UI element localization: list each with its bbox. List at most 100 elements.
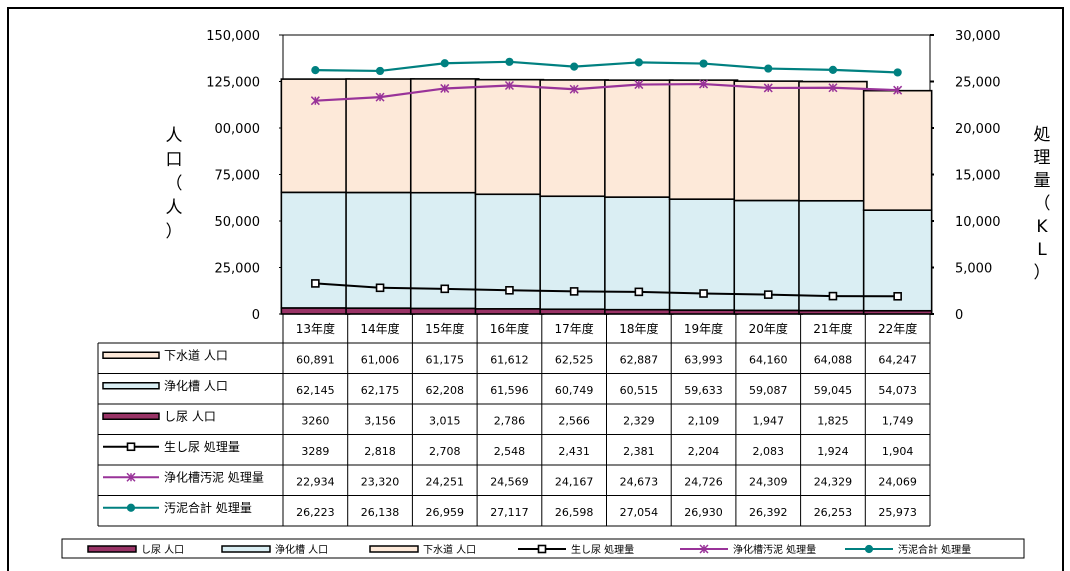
- line-marker: [311, 66, 320, 75]
- left-axis-tick-label: 125,000: [206, 76, 260, 91]
- table-cell-value: 61,596: [490, 384, 529, 397]
- legend-label: 汚泥合計 処理量: [898, 543, 971, 556]
- bar-segment: [409, 78, 480, 194]
- table-cell-value: 26,392: [749, 506, 788, 519]
- bar-segment: [539, 79, 609, 198]
- table-cell-value: 62,887: [620, 353, 659, 366]
- table-cell-value: 23,320: [361, 475, 400, 488]
- table-cell-value: 64,088: [814, 353, 853, 366]
- right-axis-label-char: 理: [1034, 148, 1051, 168]
- table-cell-value: 59,087: [749, 384, 788, 397]
- line-marker: [699, 59, 708, 68]
- table-cell-value: 2,566: [558, 414, 590, 427]
- bar-segment: [280, 78, 351, 194]
- table-cell-value: 61,006: [361, 353, 400, 366]
- table-cell-value: 26,138: [361, 506, 400, 519]
- right-axis-label-char: 処: [1034, 125, 1051, 145]
- left-axis-tick-label: 0: [252, 308, 260, 323]
- bar-segment: [798, 80, 868, 202]
- table-cell-value: 63,993: [684, 353, 723, 366]
- table-cell-value: 2,381: [623, 445, 655, 458]
- table-cell-value: 2,708: [429, 445, 461, 458]
- table-cell-value: 2,329: [623, 414, 655, 427]
- right-axis-tick-label: 30,000: [955, 29, 1001, 44]
- table-cell-value: 62,208: [426, 384, 465, 397]
- right-axis-tick-label: 0: [955, 308, 963, 323]
- table-cell-value: 1,904: [882, 445, 914, 458]
- table-cell-value: 26,598: [555, 506, 594, 519]
- category-label: 17年度: [555, 321, 594, 336]
- table-cell-value: 2,818: [364, 445, 396, 458]
- category-label: 15年度: [425, 321, 464, 336]
- line-marker: [828, 83, 838, 93]
- table-cell-value: 60,891: [296, 353, 335, 366]
- category-label: 13年度: [296, 321, 335, 336]
- line-marker: [504, 80, 514, 91]
- legend-key-swatch: [102, 412, 160, 420]
- line-marker: [311, 279, 320, 288]
- line-marker: [375, 66, 385, 76]
- series-line: [315, 60, 898, 74]
- table-row-label: 汚泥合計 処理量: [164, 500, 252, 515]
- line-marker: [440, 83, 450, 93]
- legend-label: 下水道 人口: [423, 543, 476, 556]
- table-row-label: 下水道 人口: [164, 348, 228, 362]
- line-marker: [699, 289, 708, 298]
- series-line: [315, 282, 898, 298]
- category-label: 18年度: [619, 321, 658, 336]
- table-cell-value: 2,786: [494, 414, 526, 427]
- category-label: 22年度: [878, 321, 917, 336]
- table-cell-value: 24,726: [684, 475, 723, 488]
- legend-label: 生し尿 処理量: [571, 543, 634, 556]
- left-axis-tick-label: 150,000: [206, 29, 260, 44]
- table-cell-value: 62,145: [296, 384, 335, 397]
- line-marker: [828, 291, 838, 301]
- table-cell-value: 3,156: [364, 414, 396, 427]
- table-cell-value: 2,204: [688, 445, 720, 458]
- bar-segment: [280, 191, 351, 309]
- bar-segment: [668, 79, 739, 200]
- line-marker: [310, 96, 320, 106]
- left-axis-tick-label: 50,000: [215, 215, 261, 230]
- table-cell-value: 62,525: [555, 353, 594, 366]
- line-marker: [126, 503, 136, 512]
- category-label: 19年度: [684, 321, 723, 336]
- line-marker: [537, 544, 547, 554]
- table-cell-value: 24,673: [620, 475, 659, 488]
- line-marker: [570, 62, 579, 71]
- right-axis-label-char: （: [1034, 194, 1051, 214]
- table-cell-value: 60,515: [620, 384, 659, 397]
- table-row-label: 生し尿 処理量: [164, 440, 240, 454]
- table-cell-value: 3260: [301, 414, 329, 427]
- legend-label: 浄化槽汚泥 処理量: [733, 543, 816, 556]
- bar-segment: [280, 307, 351, 315]
- table-cell-value: 27,054: [620, 506, 659, 519]
- table-cell-value: 2,083: [753, 445, 785, 458]
- outer-frame: [7, 7, 1064, 571]
- legend-label: 浄化槽 人口: [275, 543, 328, 556]
- table-cell-value: 26,223: [296, 506, 335, 519]
- line-marker: [893, 68, 902, 77]
- table-row-label: 浄化槽 人口: [164, 379, 228, 393]
- legend-key-swatch: [102, 382, 160, 390]
- right-axis-label-char: L: [1037, 240, 1047, 260]
- line-marker: [505, 57, 514, 66]
- line-marker: [375, 283, 385, 293]
- left-axis-label-char: （: [166, 174, 183, 194]
- table-cell-value: 24,069: [878, 475, 917, 488]
- table-cell-value: 26,959: [426, 506, 465, 519]
- legend-label: し尿 人口: [141, 544, 184, 556]
- category-label: 16年度: [490, 321, 529, 336]
- table-cell-value: 62,175: [361, 384, 400, 397]
- legend-key-swatch: [221, 545, 271, 553]
- series-line: [315, 82, 898, 102]
- table-cell-value: 1,924: [817, 445, 849, 458]
- table-cell-value: 1,825: [817, 414, 849, 427]
- table-cell-value: 64,247: [878, 353, 917, 366]
- right-axis-label-char: 量: [1034, 171, 1051, 191]
- line-marker: [699, 79, 709, 89]
- line-marker: [634, 58, 643, 67]
- table-cell-value: 64,160: [749, 353, 788, 366]
- line-marker: [763, 290, 773, 299]
- left-axis-label-char: ）: [166, 222, 183, 242]
